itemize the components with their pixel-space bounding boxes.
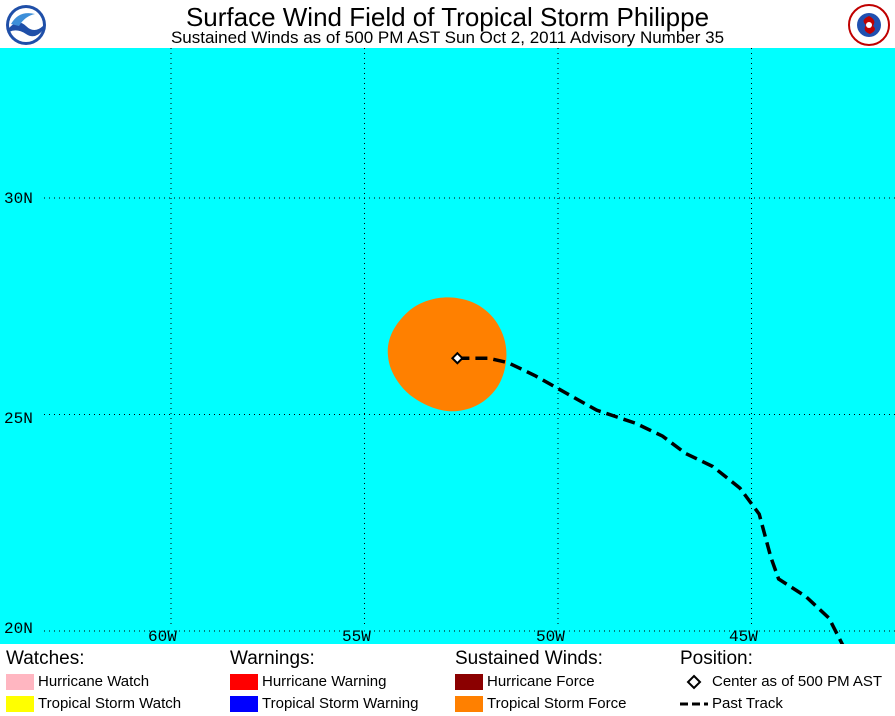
- lon-label-45w: 45W: [729, 628, 758, 644]
- legend-label: Hurricane Force: [487, 673, 595, 690]
- legend-label: Center as of 500 PM AST: [712, 673, 883, 690]
- tropical-storm-watch-swatch: [6, 696, 34, 712]
- storm-center-diamond: [450, 351, 464, 365]
- hurricane-watch-swatch: [6, 674, 34, 690]
- diamond-icon: [686, 674, 702, 690]
- legend-heading-watches: Watches:: [6, 648, 85, 669]
- wind-field-map: 30N 25N 20N 60W 55W 50W 45W: [0, 48, 895, 650]
- tropical-storm-warning-swatch: [230, 696, 258, 712]
- legend-warnings: Warnings: Hurricane Warning Tropical Sto…: [230, 648, 418, 712]
- map-canvas: 30N 25N 20N 60W 55W 50W 45W: [0, 48, 895, 650]
- legend-label: Past Track: [712, 695, 783, 712]
- legend-heading-sustained-winds: Sustained Winds:: [455, 648, 603, 669]
- legend-label: Hurricane Watch: [38, 673, 150, 690]
- lat-label-30n: 30N: [4, 190, 33, 208]
- legend-label: Tropical Storm Warning: [262, 695, 419, 712]
- legend-watches: Watches: Hurricane Watch Tropical Storm …: [6, 648, 181, 712]
- hurricane-force-swatch: [455, 674, 483, 690]
- noaa-logo: [5, 4, 47, 46]
- header: Surface Wind Field of Tropical Storm Phi…: [0, 0, 895, 48]
- dashed-line-icon: [680, 702, 708, 706]
- lat-label-20n: 20N: [4, 620, 33, 638]
- legend-sustained-winds: Sustained Winds: Hurricane Force Tropica…: [455, 648, 626, 712]
- legend-position: Position: Center as of 500 PM AST Past T…: [680, 648, 882, 712]
- lat-label-25n: 25N: [4, 410, 33, 428]
- legend: Watches: Hurricane Watch Tropical Storm …: [0, 644, 895, 716]
- tropical-storm-force-swatch: [455, 696, 483, 712]
- page-title: Surface Wind Field of Tropical Storm Phi…: [185, 2, 710, 32]
- legend-label: Hurricane Warning: [262, 673, 387, 690]
- lon-label-60w: 60W: [148, 628, 177, 644]
- legend-heading-position: Position:: [680, 648, 753, 669]
- lat-lon-grid: [44, 48, 895, 632]
- legend-label: Tropical Storm Watch: [38, 695, 182, 712]
- tropical-storm-wind-field: [387, 297, 507, 412]
- legend-label: Tropical Storm Force: [487, 695, 627, 712]
- lon-label-55w: 55W: [342, 628, 371, 644]
- national-weather-service-logo: [848, 4, 890, 46]
- lon-label-50w: 50W: [536, 628, 565, 644]
- legend-heading-warnings: Warnings:: [230, 648, 315, 669]
- hurricane-warning-swatch: [230, 674, 258, 690]
- page-subtitle: Sustained Winds as of 500 PM AST Sun Oct…: [170, 28, 725, 47]
